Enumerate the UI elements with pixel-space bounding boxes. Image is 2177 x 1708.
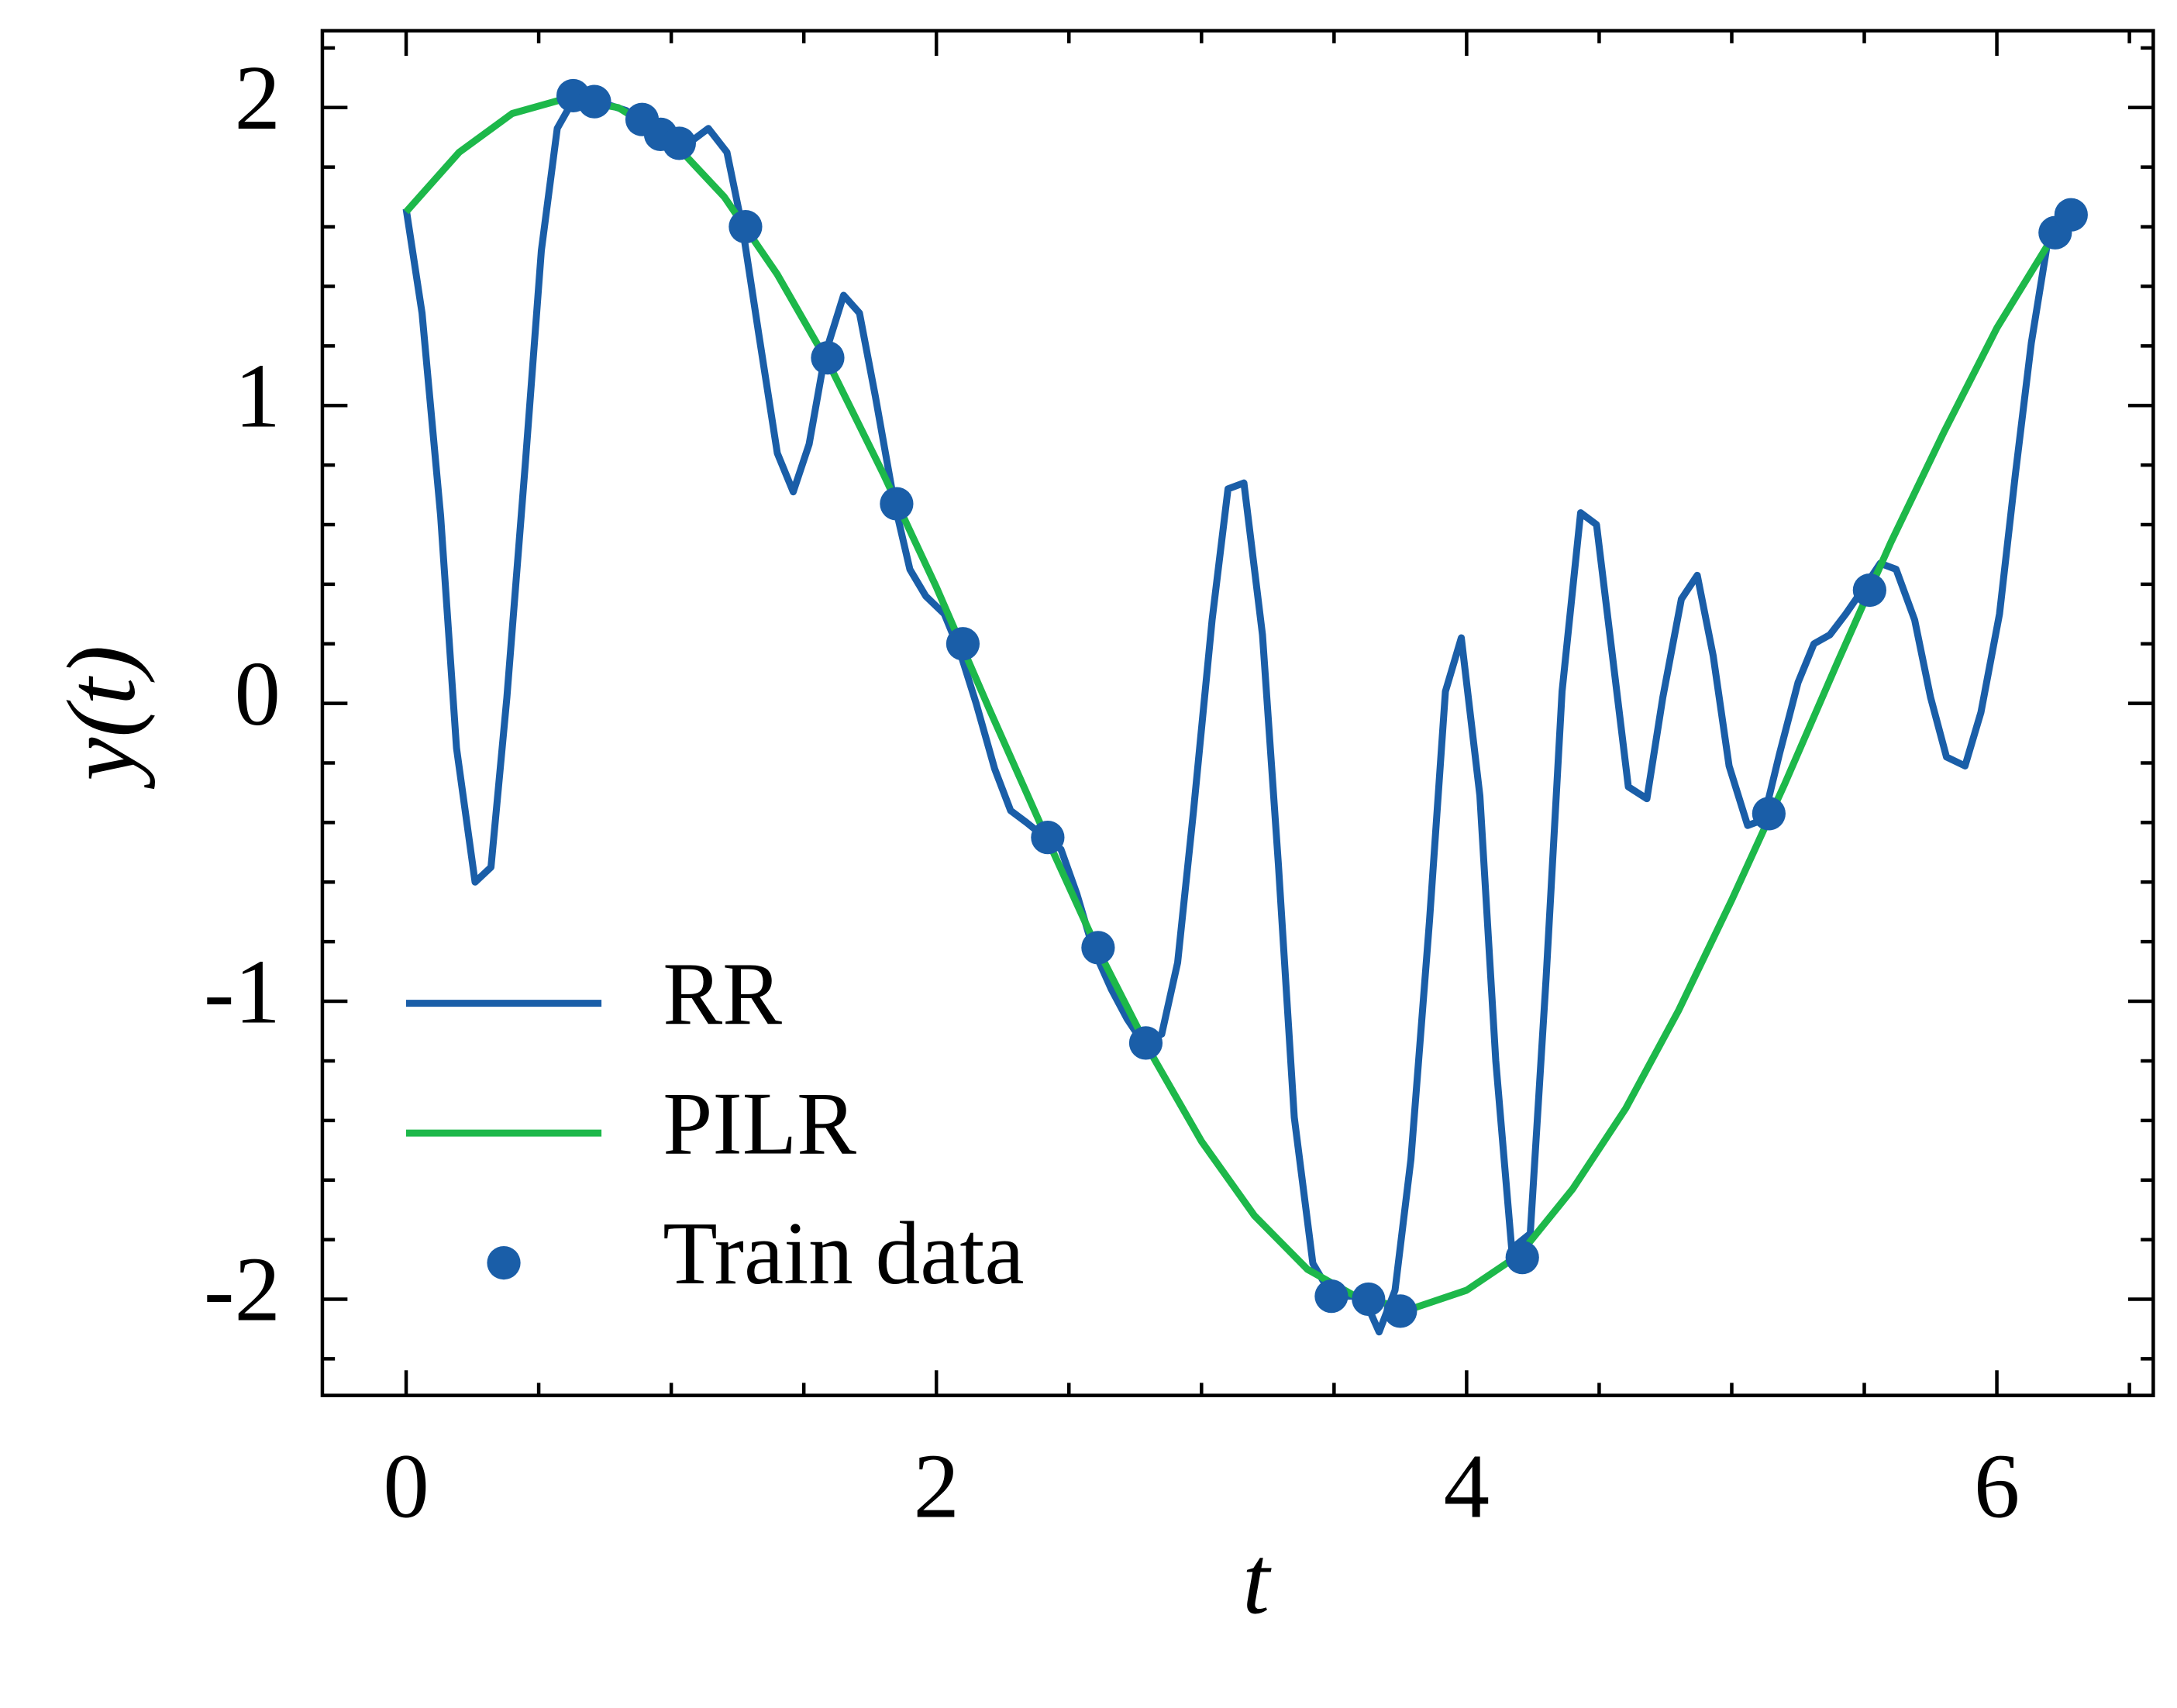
legend-label: Train data [663, 1204, 1024, 1303]
x-tick-label: 0 [383, 1435, 429, 1538]
legend-marker [487, 1245, 521, 1280]
point [1081, 931, 1115, 965]
y-tick-label: 2 [235, 46, 281, 149]
legend-label: PILR [663, 1074, 856, 1173]
y-tick-label: -2 [204, 1238, 281, 1341]
point [946, 627, 980, 661]
legend-label: RR [663, 944, 782, 1043]
point [811, 341, 845, 375]
point [1128, 1026, 1163, 1060]
y-axis-label: y(t) [48, 646, 156, 790]
point [1505, 1241, 1539, 1275]
y-tick-label: 1 [235, 344, 281, 446]
point [880, 487, 914, 521]
point [1314, 1279, 1349, 1314]
x-tick-label: 6 [1974, 1435, 2020, 1538]
point [1852, 573, 1886, 608]
y-tick-label: -1 [204, 940, 281, 1042]
point [1383, 1294, 1417, 1328]
point [1352, 1282, 1386, 1317]
x-axis-label: t [1242, 1527, 1272, 1635]
plot-frame [320, 29, 2155, 1397]
y-tick-label: 0 [235, 642, 281, 745]
point [662, 126, 697, 160]
x-tick-label: 4 [1444, 1435, 1490, 1538]
point [729, 209, 763, 244]
point [1031, 821, 1065, 855]
point [577, 84, 611, 119]
point [2054, 198, 2088, 232]
x-tick-label: 2 [914, 1435, 959, 1538]
point [1752, 797, 1786, 831]
line [403, 95, 2074, 1312]
